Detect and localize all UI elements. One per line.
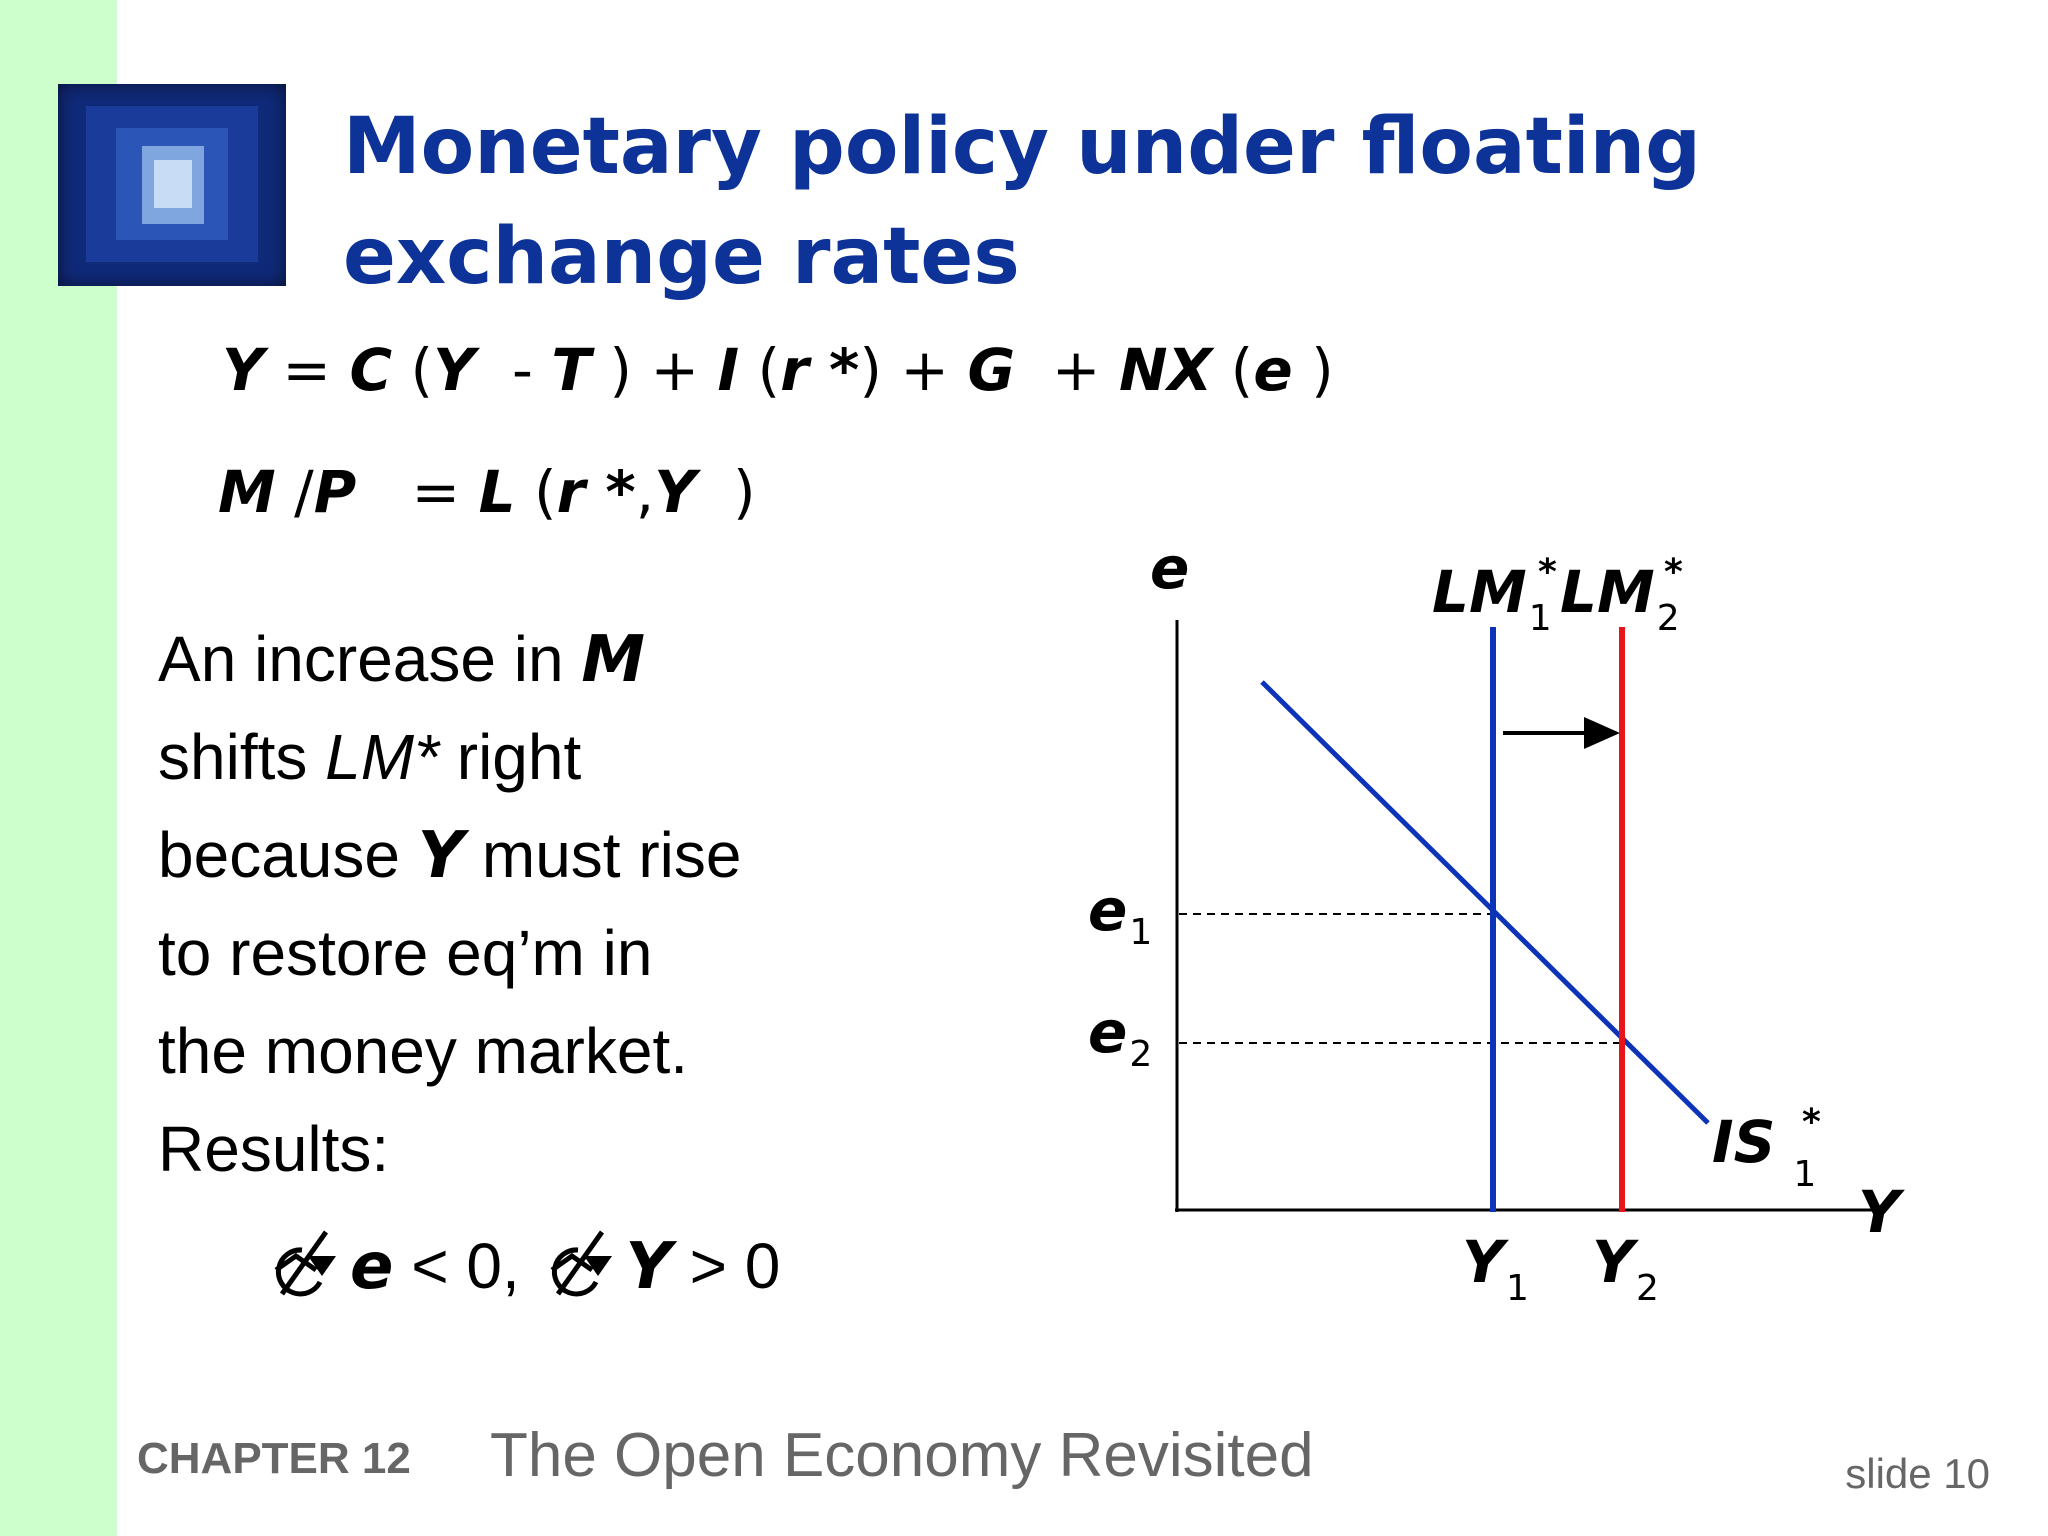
slide-title-line-2: exchange rates — [343, 212, 1020, 302]
lm-equation: M /P = L (r *,Y ) — [218, 458, 756, 526]
e1-label: e1 — [1088, 876, 1152, 953]
eq1-star: * — [808, 336, 860, 404]
text-line-3: because Y must rise — [158, 806, 918, 904]
explanation-text: An increase in M shifts LM* right becaus… — [158, 610, 918, 1198]
eq1-plus: + — [1015, 336, 1119, 404]
is-equation: Y = C (Y - T ) + I (r *) + G + NX (e ) — [222, 336, 1334, 404]
text-line-2: shifts LM* right — [158, 708, 918, 806]
footer-slide-number: slide 10 — [1845, 1450, 1990, 1497]
eq1-p2: ) + — [590, 336, 718, 404]
result-e-relation: < 0, — [393, 1230, 538, 1302]
eq1-p5: ( — [1212, 336, 1254, 404]
result-Y-relation: > 0 — [671, 1230, 781, 1302]
delta-change-icon — [274, 1230, 336, 1297]
eq2-slash: / — [275, 458, 314, 526]
text-l3a: because — [158, 819, 418, 891]
eq1-I: I — [717, 336, 740, 404]
eq1-e: e — [1253, 336, 1293, 404]
lm1-star: * — [1538, 552, 1557, 593]
eq1-p1: ( — [392, 336, 434, 404]
y1-label: Y1 — [1462, 1228, 1529, 1309]
y2-label: Y2 — [1592, 1228, 1659, 1309]
slide-title: Monetary policy under floating exchange … — [343, 92, 1843, 312]
eq1-p3: ( — [739, 336, 781, 404]
eq1-p6: ) — [1292, 336, 1334, 404]
eq1-Y: Y — [222, 336, 264, 404]
text-line-5: the money market. — [158, 1015, 688, 1087]
text-l3c: must rise — [464, 819, 742, 891]
text-line-4: to restore eq’m in — [158, 917, 653, 989]
text-l1a: An increase in — [158, 623, 582, 695]
e2-label: e2 — [1088, 998, 1152, 1075]
text-l2c: right — [438, 721, 582, 793]
eq1-NX: NX — [1118, 336, 1213, 404]
lm1-label: LM1 — [1432, 558, 1552, 639]
text-l2b: LM* — [325, 721, 439, 793]
eq2-Y: Y — [654, 458, 697, 526]
y-axis-label: e — [1150, 534, 1189, 602]
result-e: e — [350, 1230, 394, 1304]
x-axis-label: Y — [1858, 1178, 1905, 1246]
eq1-T: T — [551, 336, 591, 404]
eq1-r: r — [780, 336, 809, 404]
text-l1b: M — [581, 623, 646, 697]
lm2-label: LM2 — [1560, 558, 1680, 639]
slide-logo-image — [58, 84, 286, 286]
is-label: IS 1 — [1712, 1108, 1816, 1195]
eq1-C: C — [349, 336, 393, 404]
footer-book-title: The Open Economy Revisited — [490, 1421, 1314, 1490]
eq1-p4: ) + — [859, 336, 968, 404]
eq2-P: P — [313, 458, 357, 526]
footer-chapter: CHAPTER 12 — [137, 1434, 411, 1483]
eq2-p1: ( — [515, 458, 557, 526]
eq2-star: * — [585, 458, 636, 526]
text-l2a: shifts — [158, 721, 326, 793]
eq1-G: G — [967, 336, 1016, 404]
slide-title-line-1: Monetary policy under floating — [343, 102, 1701, 192]
eq2-r: r — [556, 458, 586, 526]
results-line: e < 0, Y > 0 — [262, 1220, 780, 1310]
text-l3b: Y — [417, 819, 465, 893]
eq1-eq: = — [264, 336, 350, 404]
text-line-1: An increase in M — [158, 610, 918, 708]
eq1-minus: - — [475, 336, 552, 404]
eq2-p2: ) — [696, 458, 756, 526]
eq2-eq: = — [356, 458, 479, 526]
eq1-Y2: Y — [433, 336, 476, 404]
result-Y: Y — [625, 1230, 672, 1304]
is-curve — [1260, 680, 1710, 1125]
is-star: * — [1802, 1102, 1821, 1143]
delta-change-icon — [550, 1230, 612, 1297]
eq2-L: L — [478, 458, 516, 526]
eq2-M: M — [218, 458, 276, 526]
lm2-star: * — [1664, 552, 1683, 593]
eq2-comma: , — [635, 458, 655, 526]
text-line-6: Results: — [158, 1113, 390, 1185]
